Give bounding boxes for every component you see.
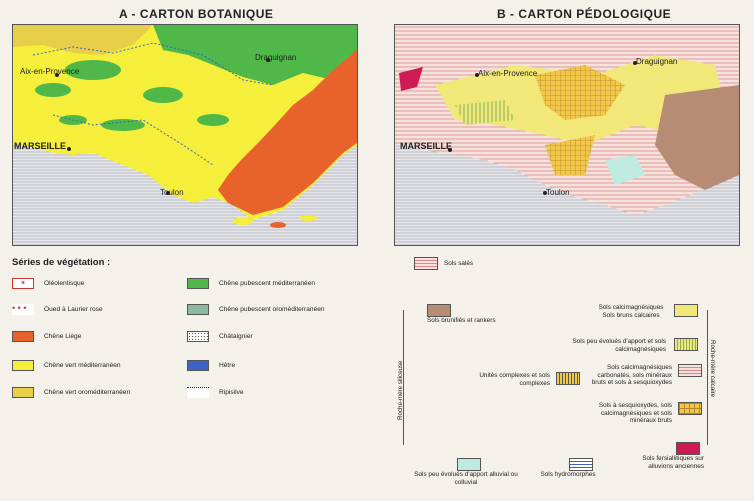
green-patch — [143, 87, 183, 103]
swatch-chene-pubescent-orom — [187, 304, 209, 315]
axis-left — [403, 310, 404, 445]
label-roche-calcaire: Roche-mère calcaire — [709, 340, 716, 398]
legend-item-chene-liege: Chêne Liège — [12, 331, 81, 342]
title-carton-botanique: A - CARTON BOTANIQUE — [119, 7, 274, 21]
swatch-sesquioxydes — [678, 402, 702, 415]
zone-peu-evolues — [455, 100, 515, 125]
dotted-pattern-icon — [187, 331, 209, 342]
soil-brunifies: Sols brunifiés et rankers — [427, 304, 497, 325]
title-carton-pedologique: B - CARTON PÉDOLOGIQUE — [497, 7, 672, 21]
legend-item-chene-pubescent-orom: Chêne pubescent oroméditerranéen — [187, 304, 325, 315]
city-marker — [475, 73, 479, 77]
soil-alluvial: Sols peu évolués d'apport alluvial ou co… — [385, 458, 521, 486]
swatch-sols-sales — [414, 257, 438, 270]
axis-right — [707, 310, 708, 445]
soil-fersiallitiques: Sols fersiallitiques sur alluvions ancie… — [620, 442, 704, 470]
swatch-chene-vert — [12, 360, 34, 371]
zone-alluvial — [605, 155, 645, 185]
city-marker — [633, 61, 637, 65]
soil-unites-complexes: Unités complexes et sols complexes — [478, 372, 580, 387]
legend-item-chene-vert: Chêne vert méditerranéen — [12, 360, 121, 371]
map-pedologique — [394, 24, 740, 246]
zone-chene-pubescent — [153, 25, 357, 85]
place-aix: Aix-en-Provence — [20, 67, 80, 76]
legend-item-ripisilve: Ripisilve — [187, 387, 244, 398]
swatch-chene-pubescent — [187, 278, 209, 289]
island — [270, 222, 286, 228]
swatch-unites-complexes — [556, 372, 580, 385]
green-patch — [35, 83, 71, 97]
red-dots-icon: • • • — [12, 304, 34, 315]
soil-sales: Sols salés — [414, 257, 473, 270]
label-roche-siliceuse: Roche-mère siliceuse — [397, 360, 404, 421]
city-marker — [448, 148, 452, 152]
legend-item-chataignier: Châtaignier — [187, 331, 253, 342]
city-marker — [55, 73, 59, 77]
legend-item-hetre: Hêtre — [187, 360, 235, 371]
swatch-fersiallitiques — [676, 442, 700, 455]
zone-sesquioxydes — [535, 65, 625, 120]
island — [299, 215, 317, 221]
green-patch — [101, 119, 145, 131]
soil-hydromorphes: Sols hydromorphes — [533, 458, 603, 479]
swatch-chene-liege — [12, 331, 34, 342]
zone-chene-vert-orom — [13, 25, 153, 55]
city-marker — [543, 191, 547, 195]
legend-item-oued: • • • Oued à Laurier rose — [12, 303, 103, 315]
place-draguignan: Draguignan — [255, 53, 297, 62]
swatch-bruns-calcaires — [674, 304, 698, 317]
place-toulon-b: Toulon — [546, 188, 570, 197]
zone-fersiallitiques — [399, 67, 423, 91]
city-marker — [67, 147, 71, 151]
swatch-brunifies — [427, 304, 451, 317]
green-patch — [65, 60, 121, 80]
zone-sesquioxydes — [545, 135, 595, 175]
place-aix-b: Aix-en-Provence — [478, 69, 538, 78]
legend-item-oleolentisque: ✶ Oléolentisque — [12, 278, 84, 289]
place-draguignan-b: Draguignan — [636, 57, 678, 66]
place-toulon: Toulon — [160, 188, 184, 197]
island — [233, 217, 253, 225]
zone-brunifies — [655, 85, 739, 190]
swatch-alluvial — [457, 458, 481, 471]
dotted-line-icon — [187, 387, 209, 398]
legend-veg-heading: Séries de végétation : — [12, 257, 111, 268]
zone-chene-liege — [218, 50, 357, 215]
oleolentisque-icon: ✶ — [12, 278, 34, 289]
soil-bruns-calcaires: Sols calcimagnésiques Sols bruns calcair… — [596, 304, 698, 319]
swatch-chene-vert-orom — [12, 387, 34, 398]
map-botanique — [12, 24, 358, 246]
place-marseille-b: MARSEILLE — [400, 141, 453, 151]
place-marseille: MARSEILLE — [14, 141, 67, 151]
city-marker — [166, 191, 170, 195]
soil-peu-evolues: Sols peu évolués d'apport et sols calcim… — [566, 338, 698, 353]
swatch-hydromorphes — [569, 458, 593, 471]
soil-sesquioxydes: Sols à sesquioxydes, sols calcimagnésiqu… — [586, 402, 702, 425]
legend-item-chene-vert-orom: Chêne vert oroméditerranéen — [12, 387, 130, 398]
swatch-peu-evolues — [674, 338, 698, 351]
river-line — [32, 42, 274, 86]
city-marker — [266, 58, 270, 62]
legend-item-chene-pubescent: Chêne pubescent méditerranéen — [187, 278, 315, 289]
green-patch — [197, 114, 229, 126]
swatch-carbonates — [678, 364, 702, 377]
soil-carbonates: Sols calcimagnésiques carbonatés, sols m… — [586, 364, 702, 387]
swatch-hetre — [187, 360, 209, 371]
